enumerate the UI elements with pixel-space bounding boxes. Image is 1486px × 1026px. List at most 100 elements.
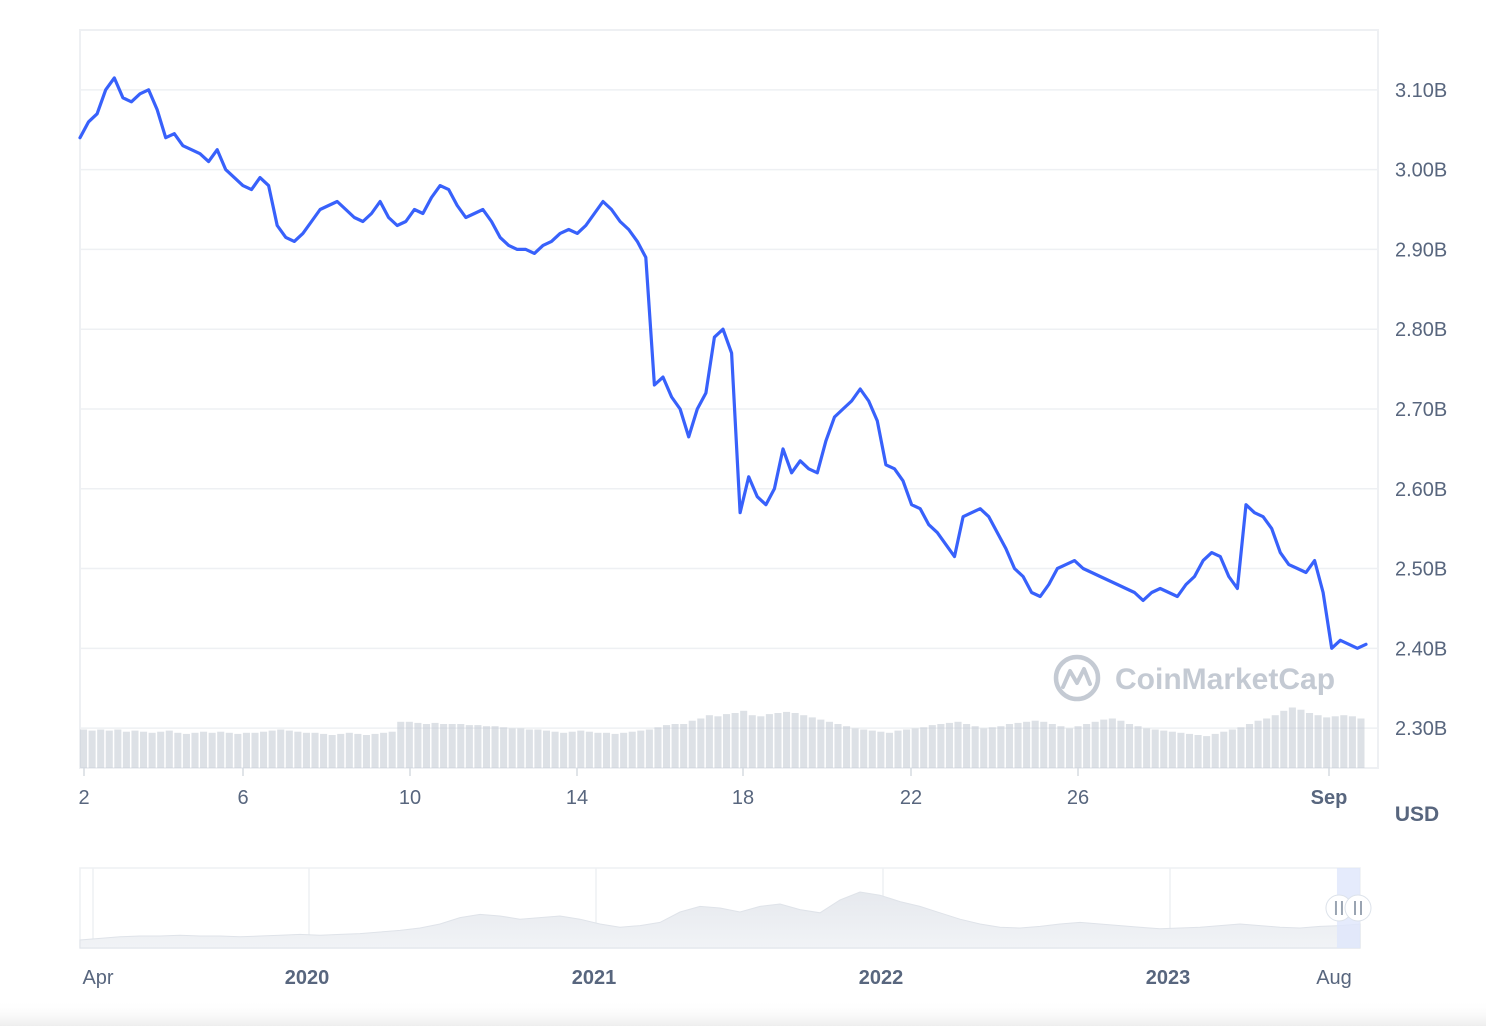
volume-bar [200, 731, 208, 768]
volume-bar [1031, 720, 1039, 768]
volume-bar [1168, 731, 1176, 768]
volume-bar [517, 728, 525, 768]
volume-bar [980, 728, 988, 768]
volume-bar [1005, 724, 1013, 768]
volume-bar [1280, 710, 1288, 768]
volume-bar [88, 730, 96, 768]
x-axis: 2 6 10 14 18 22 26 Sep [78, 768, 1347, 809]
volume-bar [551, 731, 559, 768]
volume-bar [680, 724, 688, 768]
volume-bar [362, 735, 370, 768]
x-tick-label: 2 [78, 787, 89, 809]
volume-bar [688, 720, 696, 768]
volume-bar [714, 716, 722, 768]
volume-bar [140, 731, 148, 768]
volume-bar [157, 731, 165, 768]
volume-bar [791, 713, 799, 768]
volume-bar [482, 726, 491, 768]
coinmarketcap-logo-mark [1061, 667, 1092, 689]
volume-bar [963, 724, 971, 768]
volume-bar [251, 732, 259, 768]
volume-bar [800, 715, 808, 768]
volume-bar [697, 718, 705, 768]
volume-bar [97, 729, 105, 768]
navigator-label: Aug [1316, 967, 1352, 989]
volume-bar [783, 711, 791, 768]
volume-bar [928, 725, 936, 768]
volume-bar [1357, 718, 1365, 768]
volume-bar [602, 732, 611, 768]
volume-bar [1288, 707, 1296, 768]
volume-bar [954, 721, 962, 768]
volume-bars [80, 707, 1365, 768]
volume-bar [1203, 736, 1211, 768]
volume-bar [997, 726, 1005, 768]
volume-bar [414, 722, 422, 768]
volume-bar [225, 732, 233, 768]
volume-bar [1117, 720, 1125, 768]
grid-lines [80, 89, 1378, 729]
volume-bar [388, 731, 396, 768]
volume-bar [757, 716, 765, 768]
volume-bar [1340, 715, 1348, 768]
volume-bar [774, 713, 782, 768]
volume-bar [354, 733, 362, 768]
volume-bar [620, 732, 628, 768]
volume-bar [1057, 726, 1065, 768]
range-navigator[interactable] [79, 867, 1372, 949]
volume-bar [491, 726, 499, 768]
volume-bar [1040, 721, 1048, 768]
x-tick-label: 10 [399, 787, 421, 809]
volume-bar [474, 725, 482, 768]
volume-bar [705, 715, 713, 768]
volume-bar [937, 724, 945, 768]
y-tick-label: 3.00B [1395, 160, 1447, 182]
volume-bar [1185, 733, 1194, 768]
volume-bar [277, 729, 285, 768]
volume-bar [894, 730, 902, 768]
volume-bar [877, 731, 885, 768]
volume-bar [1074, 726, 1082, 768]
y-tick-label: 2.50B [1395, 559, 1447, 581]
volume-bar [671, 724, 679, 768]
volume-bar [1263, 718, 1271, 768]
volume-bar [654, 727, 662, 768]
volume-bar [397, 721, 405, 768]
coinmarketcap-logo-icon [1053, 654, 1101, 702]
volume-bar [1211, 733, 1219, 768]
volume-bar [311, 732, 319, 768]
volume-bar [834, 724, 842, 768]
volume-bar [628, 731, 636, 768]
volume-bar [1083, 724, 1091, 768]
coinmarketcap-watermark: CoinMarketCap [1053, 654, 1335, 702]
volume-bar [1134, 726, 1142, 768]
navigator-handle-right[interactable] [1344, 894, 1372, 922]
volume-bar [577, 730, 585, 768]
volume-bar [234, 733, 242, 768]
navigator-label: Apr [82, 967, 113, 989]
volume-bar [843, 726, 851, 768]
volume-bar [242, 732, 250, 768]
volume-bar [765, 714, 773, 768]
volume-bar [174, 732, 182, 768]
volume-bar [294, 731, 302, 768]
x-tick-label: 14 [566, 787, 588, 809]
volume-bar [945, 722, 953, 768]
volume-bar [723, 714, 731, 768]
volume-bar [1065, 728, 1074, 768]
volume-bar [534, 729, 542, 768]
volume-bar [1014, 722, 1022, 768]
volume-bar [122, 731, 130, 768]
volume-bar [191, 732, 199, 768]
volume-bar [114, 729, 122, 768]
volume-bar [1271, 715, 1279, 768]
bottom-shadow [0, 1000, 1486, 1026]
volume-bar [131, 730, 139, 768]
plot-frame [79, 29, 1379, 769]
volume-bar [1100, 719, 1108, 768]
volume-bar [1331, 716, 1339, 768]
volume-bar [328, 735, 336, 768]
volume-bar [911, 728, 919, 768]
volume-bar [1160, 730, 1168, 768]
